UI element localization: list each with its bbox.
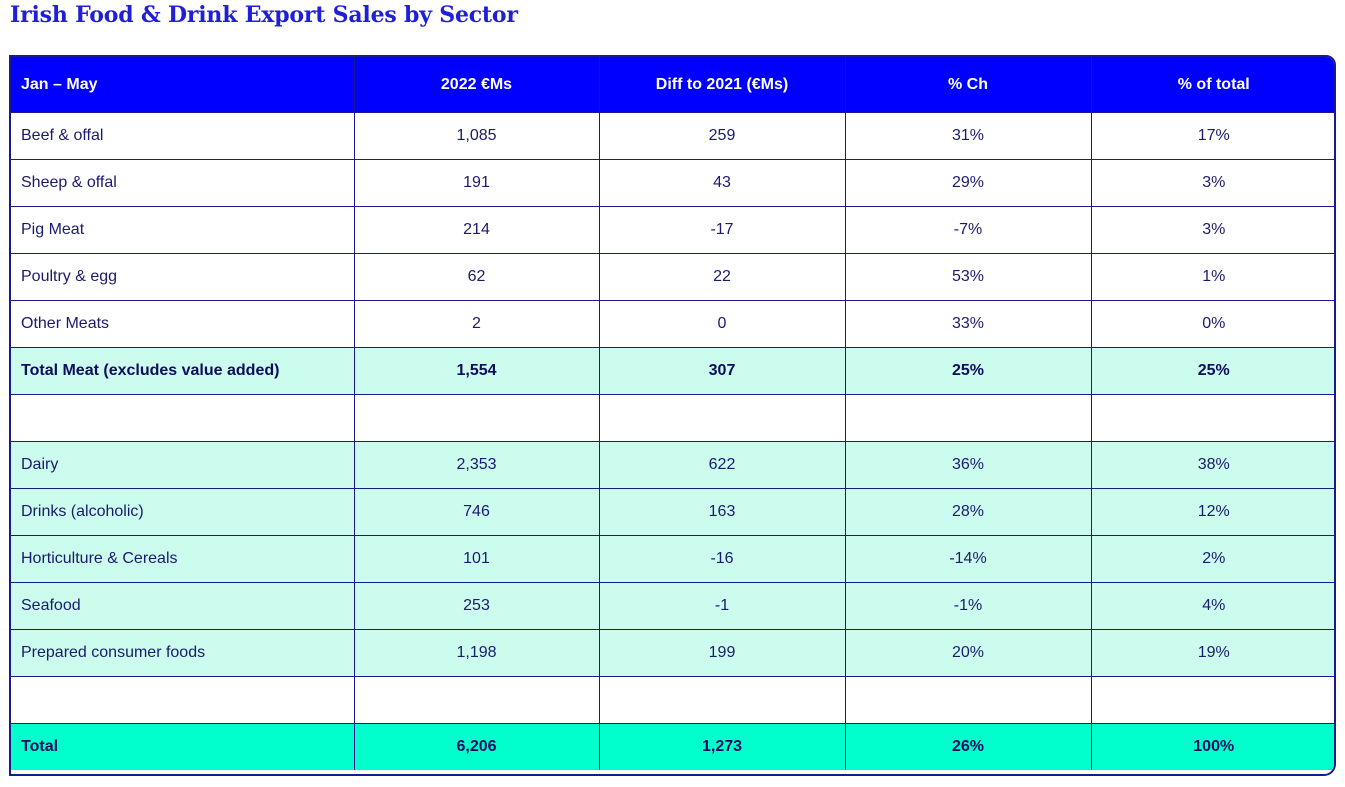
pct-total-cell: 1% [1090, 253, 1334, 301]
table-row: Seafood 253 -1 -1% 4% [11, 582, 1334, 630]
pct-change-cell: 53% [844, 253, 1092, 301]
diff-2021-cell [598, 394, 846, 442]
diff-2021-cell: -1 [598, 582, 846, 630]
table-row: Prepared consumer foods 1,198 199 20% 19% [11, 629, 1334, 677]
pct-total-cell: 3% [1090, 206, 1334, 254]
table-row: Poultry & egg 62 22 53% 1% [11, 253, 1334, 301]
value-2022-cell: 191 [353, 159, 600, 207]
pct-change-cell: 29% [844, 159, 1092, 207]
table-row [11, 394, 1334, 442]
header-pct-total: % of total [1090, 57, 1334, 113]
diff-2021-cell: 259 [598, 112, 846, 160]
sector-cell: Horticulture & Cereals [11, 535, 355, 583]
value-2022-cell: 6,206 [353, 723, 600, 770]
sector-cell: Other Meats [11, 300, 355, 348]
pct-total-cell: 25% [1090, 347, 1334, 395]
pct-change-cell: 28% [844, 488, 1092, 536]
table-row: Beef & offal 1,085 259 31% 17% [11, 112, 1334, 160]
table-row [11, 676, 1334, 724]
table-header-row: Jan – May 2022 €Ms Diff to 2021 (€Ms) % … [11, 57, 1334, 113]
table-row: Sheep & offal 191 43 29% 3% [11, 159, 1334, 207]
diff-2021-cell: 1,273 [598, 723, 846, 770]
sector-cell [11, 676, 355, 724]
pct-change-cell: 26% [844, 723, 1092, 770]
table-row: Dairy 2,353 622 36% 38% [11, 441, 1334, 489]
diff-2021-cell: 163 [598, 488, 846, 536]
pct-change-cell: -7% [844, 206, 1092, 254]
header-2022-value: 2022 €Ms [353, 57, 600, 113]
header-pct-change: % Ch [844, 57, 1092, 113]
pct-change-cell: 25% [844, 347, 1092, 395]
pct-change-cell: 36% [844, 441, 1092, 489]
diff-2021-cell: 307 [598, 347, 846, 395]
value-2022-cell [353, 676, 600, 724]
table-row: Horticulture & Cereals 101 -16 -14% 2% [11, 535, 1334, 583]
total-row: Total 6,206 1,273 26% 100% [11, 723, 1334, 770]
diff-2021-cell: 622 [598, 441, 846, 489]
table-row: Pig Meat 214 -17 -7% 3% [11, 206, 1334, 254]
pct-total-cell: 2% [1090, 535, 1334, 583]
sector-cell: Pig Meat [11, 206, 355, 254]
table-row: Total Meat (excludes value added) 1,554 30… [11, 347, 1334, 395]
pct-total-cell [1090, 394, 1334, 442]
sector-cell: Prepared consumer foods [11, 629, 355, 677]
sector-cell: Total Meat (excludes value added) [11, 347, 355, 395]
pct-change-cell: 31% [844, 112, 1092, 160]
table-row: Drinks (alcoholic) 746 163 28% 12% [11, 488, 1334, 536]
value-2022-cell: 2,353 [353, 441, 600, 489]
pct-total-cell: 3% [1090, 159, 1334, 207]
pct-total-cell: 12% [1090, 488, 1334, 536]
pct-change-cell [844, 394, 1092, 442]
page-title: Irish Food & Drink Export Sales by Secto… [10, 2, 518, 28]
sector-cell: Sheep & offal [11, 159, 355, 207]
pct-change-cell: -14% [844, 535, 1092, 583]
header-period: Jan – May [11, 57, 355, 113]
pct-total-cell: 38% [1090, 441, 1334, 489]
export-sales-table: Jan – May 2022 €Ms Diff to 2021 (€Ms) % … [9, 55, 1336, 776]
diff-2021-cell: -16 [598, 535, 846, 583]
value-2022-cell: 62 [353, 253, 600, 301]
pct-total-cell: 17% [1090, 112, 1334, 160]
diff-2021-cell: 199 [598, 629, 846, 677]
value-2022-cell: 101 [353, 535, 600, 583]
pct-total-cell: 4% [1090, 582, 1334, 630]
diff-2021-cell: -17 [598, 206, 846, 254]
pct-total-cell: 0% [1090, 300, 1334, 348]
sector-cell: Beef & offal [11, 112, 355, 160]
pct-total-cell [1090, 676, 1334, 724]
header-diff-2021: Diff to 2021 (€Ms) [598, 57, 846, 113]
pct-change-cell: 20% [844, 629, 1092, 677]
sector-cell: Drinks (alcoholic) [11, 488, 355, 536]
sector-cell: Dairy [11, 441, 355, 489]
value-2022-cell: 746 [353, 488, 600, 536]
pct-change-cell: 33% [844, 300, 1092, 348]
pct-total-cell: 19% [1090, 629, 1334, 677]
value-2022-cell: 1,554 [353, 347, 600, 395]
value-2022-cell: 2 [353, 300, 600, 348]
diff-2021-cell: 0 [598, 300, 846, 348]
value-2022-cell: 214 [353, 206, 600, 254]
sector-cell: Total [11, 723, 355, 770]
sector-cell [11, 394, 355, 442]
sector-cell: Poultry & egg [11, 253, 355, 301]
sector-cell: Seafood [11, 582, 355, 630]
pct-change-cell: -1% [844, 582, 1092, 630]
value-2022-cell [353, 394, 600, 442]
diff-2021-cell: 22 [598, 253, 846, 301]
table-body: Beef & offal 1,085 259 31% 17% Sheep & offal 1… [11, 112, 1334, 770]
value-2022-cell: 1,085 [353, 112, 600, 160]
pct-change-cell [844, 676, 1092, 724]
value-2022-cell: 1,198 [353, 629, 600, 677]
table-row: Other Meats 2 0 33% 0% [11, 300, 1334, 348]
value-2022-cell: 253 [353, 582, 600, 630]
pct-total-cell: 100% [1090, 723, 1334, 770]
diff-2021-cell [598, 676, 846, 724]
diff-2021-cell: 43 [598, 159, 846, 207]
